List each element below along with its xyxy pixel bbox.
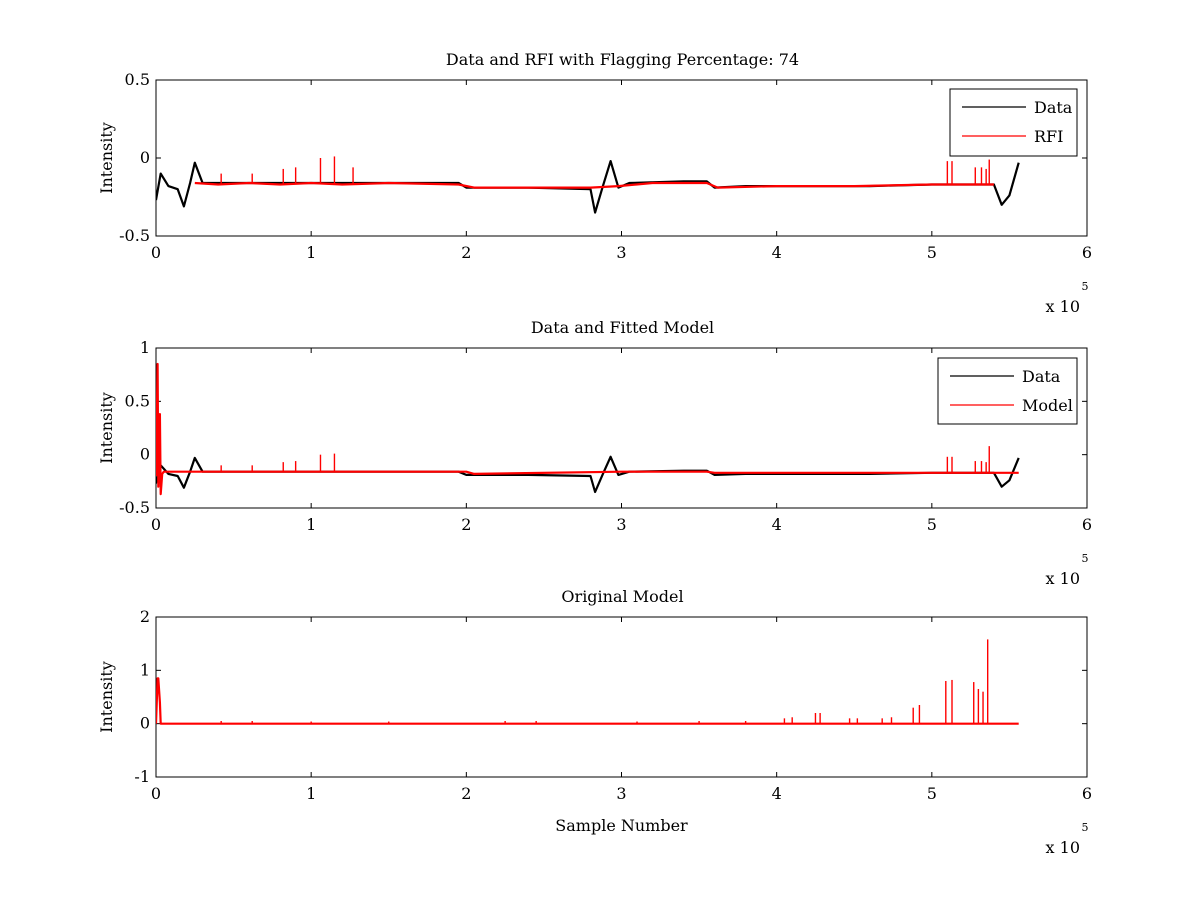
series-group <box>156 639 1019 725</box>
chart-title: Data and Fitted Model <box>531 318 714 337</box>
y-tick-label: 0 <box>140 445 150 464</box>
y-axis-label: Intensity <box>97 661 116 733</box>
chart-title: Data and RFI with Flagging Percentage: 7… <box>446 50 799 69</box>
y-tick-label: 1 <box>140 338 150 357</box>
y-axis-label: Intensity <box>97 122 116 194</box>
y-axis-label: Intensity <box>97 392 116 464</box>
y-tick-label: 0.5 <box>125 70 150 89</box>
series-group <box>156 362 1020 496</box>
legend-box <box>937 357 1078 425</box>
y-tick-label: 1 <box>140 660 150 679</box>
y-tick-label: -1 <box>134 767 150 786</box>
x-tick-label: 1 <box>306 784 316 803</box>
x-tick-label: 1 <box>306 515 316 534</box>
series-line-model-1 <box>156 677 1019 725</box>
x-tick-label: 6 <box>1082 784 1092 803</box>
legend-label-model: Model <box>1022 396 1073 415</box>
legend-label-rfi: RFI <box>1034 127 1063 146</box>
x-multiplier: x 10 <box>1046 297 1080 316</box>
x-axis-label: Sample Number <box>555 816 688 835</box>
x-tick-label: 4 <box>772 515 782 534</box>
x-tick-label: 4 <box>772 784 782 803</box>
legend-box <box>949 88 1078 157</box>
x-tick-label: 6 <box>1082 243 1092 262</box>
y-tick-label: 0 <box>140 714 150 733</box>
x-tick-label: 3 <box>616 515 626 534</box>
legend: Data RFI <box>949 88 1078 157</box>
y-tick-label: 0 <box>140 148 150 167</box>
x-multiplier-exponent: 5 <box>1082 280 1089 293</box>
chart-title: Original Model <box>561 587 683 606</box>
x-multiplier: x 10 <box>1046 569 1080 588</box>
x-tick-label: 0 <box>151 515 161 534</box>
x-multiplier-exponent: 5 <box>1082 821 1089 834</box>
x-tick-label: 2 <box>461 515 471 534</box>
x-multiplier: x 10 <box>1046 838 1080 857</box>
y-tick-label: -0.5 <box>119 226 150 245</box>
x-tick-label: 5 <box>927 515 937 534</box>
plot-area <box>155 79 1088 237</box>
plot-area <box>155 616 1088 778</box>
x-multiplier-exponent: 5 <box>1082 552 1089 565</box>
x-tick-label: 0 <box>151 784 161 803</box>
x-tick-label: 3 <box>616 784 626 803</box>
legend-label-data: Data <box>1022 367 1061 386</box>
x-tick-label: 0 <box>151 243 161 262</box>
x-tick-label: 6 <box>1082 515 1092 534</box>
series-group <box>156 156 1020 214</box>
x-tick-label: 2 <box>461 784 471 803</box>
x-tick-label: 3 <box>616 243 626 262</box>
x-tick-label: 1 <box>306 243 316 262</box>
y-tick-label: -0.5 <box>119 498 150 517</box>
y-tick-label: 2 <box>140 607 150 626</box>
series-line-rfi <box>194 181 994 189</box>
x-tick-label: 5 <box>927 243 937 262</box>
x-tick-label: 5 <box>927 784 937 803</box>
series-line-model <box>156 362 1019 496</box>
x-tick-label: 4 <box>772 243 782 262</box>
x-tick-label: 2 <box>461 243 471 262</box>
legend-label-data: Data <box>1034 98 1073 117</box>
y-tick-label: 0.5 <box>125 391 150 410</box>
legend: Data Model <box>937 357 1078 425</box>
